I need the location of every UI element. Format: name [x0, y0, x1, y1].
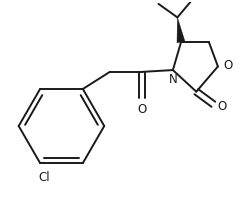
Text: Cl: Cl [38, 171, 50, 184]
Polygon shape [177, 17, 185, 43]
Text: O: O [217, 100, 226, 113]
Text: N: N [169, 73, 177, 86]
Text: O: O [138, 103, 147, 116]
Text: O: O [223, 59, 233, 72]
